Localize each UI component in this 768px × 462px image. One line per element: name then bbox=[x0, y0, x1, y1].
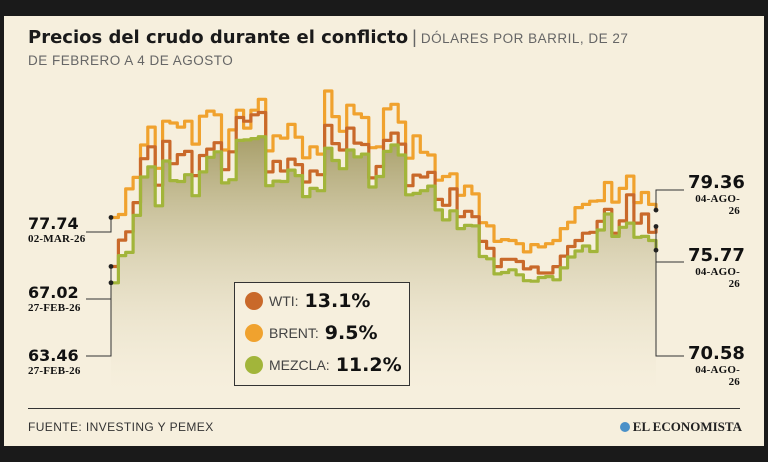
end-value-mezcla: 70.58 bbox=[688, 343, 745, 364]
chart-legend: WTI: 13.1% BRENT: 9.5% MEZCLA: 11.2% bbox=[234, 282, 410, 386]
mezcla-color-dot-icon bbox=[245, 356, 263, 374]
start-point-wti bbox=[108, 264, 114, 269]
end-date-wti: 04-AGO-26 bbox=[695, 266, 740, 290]
wti-color-dot-icon bbox=[245, 292, 263, 310]
source-note: FUENTE: INVESTING Y PEMEX bbox=[28, 420, 214, 434]
start-label-brent: 77.74 02-MAR-26 bbox=[28, 214, 85, 245]
brand-logo: EL ECONOMISTA bbox=[619, 419, 742, 435]
start-leader-brent bbox=[86, 217, 112, 233]
chart-subtitle: DÓLARES POR BARRIL, DE 27 DE FEBRERO A 4… bbox=[28, 31, 629, 68]
start-value-brent: 77.74 bbox=[28, 214, 79, 233]
brand-name: EL ECONOMISTA bbox=[632, 419, 742, 434]
legend-label-wti: WTI: bbox=[269, 293, 299, 309]
end-label-wti: 75.77 04-AGO-26 bbox=[688, 245, 745, 290]
end-label-mezcla: 70.58 04-AGO-26 bbox=[688, 343, 745, 388]
globe-icon bbox=[619, 422, 630, 432]
end-date-mezcla: 04-AGO-26 bbox=[695, 364, 740, 388]
chart-header: Precios del crudo durante el conflicto | D… bbox=[28, 26, 648, 72]
end-point-brent bbox=[653, 207, 659, 213]
end-point-wti bbox=[653, 224, 659, 229]
start-point-brent bbox=[108, 215, 114, 220]
legend-value-brent: 9.5% bbox=[324, 322, 378, 344]
title-separator: | bbox=[412, 27, 417, 47]
start-label-wti: 67.02 27-FEB-26 bbox=[28, 283, 81, 314]
legend-value-wti: 13.1% bbox=[304, 290, 371, 312]
end-leader-wti bbox=[655, 226, 684, 263]
legend-item-wti: WTI: 13.1% bbox=[245, 290, 370, 312]
end-leader-mezcla bbox=[655, 250, 684, 357]
start-point-mezcla bbox=[108, 280, 114, 286]
start-leader-mezcla bbox=[86, 282, 112, 357]
footer-divider bbox=[28, 408, 740, 409]
start-date-mezcla: 27-FEB-26 bbox=[28, 365, 81, 377]
start-date-brent: 02-MAR-26 bbox=[28, 233, 86, 245]
end-date-brent: 04-AGO-26 bbox=[695, 193, 740, 217]
start-label-mezcla: 63.46 27-FEB-26 bbox=[28, 346, 81, 377]
start-date-wti: 27-FEB-26 bbox=[28, 302, 81, 314]
legend-label-mezcla: MEZCLA: bbox=[269, 357, 330, 373]
end-point-mezcla bbox=[653, 247, 659, 253]
legend-value-mezcla: 11.2% bbox=[335, 354, 402, 376]
chart-title: Precios del crudo durante el conflicto bbox=[28, 27, 409, 48]
brent-color-dot-icon bbox=[245, 324, 263, 342]
end-value-wti: 75.77 bbox=[688, 245, 745, 266]
legend-item-brent: BRENT: 9.5% bbox=[245, 322, 378, 344]
start-value-wti: 67.02 bbox=[28, 283, 79, 302]
legend-item-mezcla: MEZCLA: 11.2% bbox=[245, 354, 402, 376]
end-label-brent: 79.36 04-AGO-26 bbox=[688, 172, 745, 217]
end-value-brent: 79.36 bbox=[688, 172, 745, 193]
start-leader-wti bbox=[86, 266, 112, 300]
start-value-mezcla: 63.46 bbox=[28, 346, 79, 365]
legend-label-brent: BRENT: bbox=[269, 325, 319, 341]
series-line-brent bbox=[111, 89, 658, 254]
end-leader-brent bbox=[655, 189, 684, 211]
series-line-mezcla bbox=[111, 135, 658, 285]
